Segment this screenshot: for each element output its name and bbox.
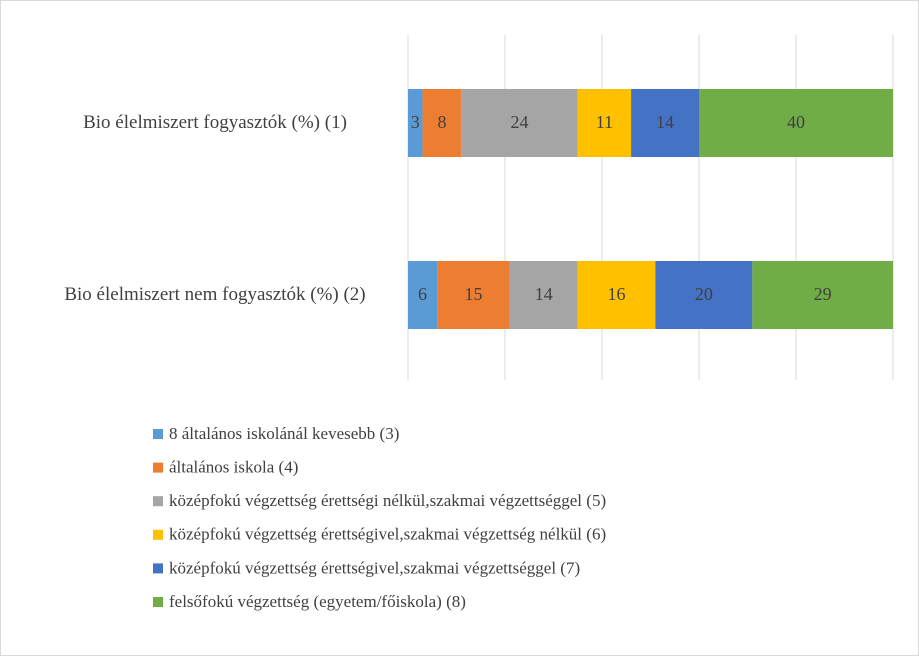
legend-swatch [153, 563, 163, 574]
bar-segment [655, 261, 753, 329]
legend-swatch [153, 429, 163, 439]
legend-label: középfokú végzettség érettségivel,szakma… [169, 558, 580, 577]
bar-segment [408, 261, 438, 329]
data-label: 6 [418, 284, 427, 304]
category-label: Bio élelmiszert fogyasztók (%) (1) [83, 112, 347, 133]
data-label: 11 [596, 112, 613, 132]
legend-label: középfokú végzettség érettségivel,szakma… [169, 525, 606, 544]
category-label: Bio élelmiszert nem fogyasztók (%) (2) [64, 284, 366, 305]
bar-segment [752, 261, 893, 329]
data-label: 14 [535, 284, 553, 304]
bar-segment [577, 261, 656, 329]
legend-swatch [153, 529, 163, 540]
legend-swatch [153, 597, 163, 607]
data-label: 3 [411, 112, 420, 132]
bar-segment [408, 89, 423, 157]
data-label: 15 [464, 284, 482, 304]
bar-segment [509, 261, 578, 329]
data-label: 24 [511, 112, 529, 132]
legend-swatch [153, 462, 163, 473]
data-label: 14 [656, 112, 674, 132]
data-label: 16 [608, 284, 626, 304]
data-label: 8 [437, 112, 446, 132]
legend-swatch [153, 496, 163, 507]
bar-segment [577, 89, 632, 157]
bar-segment [422, 89, 462, 157]
data-label: 20 [695, 284, 713, 304]
legend-label: 8 általános iskolánál kevesebb (3) [169, 424, 399, 443]
data-label: 29 [814, 284, 832, 304]
bar-segment [631, 89, 699, 157]
legend-label: felsőfokú végzettség (egyetem/főiskola) … [169, 592, 466, 611]
bar-segment [461, 89, 578, 157]
data-label: 40 [787, 112, 805, 132]
bar-segment [699, 89, 893, 157]
legend-label: általános iskola (4) [169, 458, 298, 477]
legend-label: középfokú végzettség érettségi nélkül,sz… [169, 491, 606, 510]
bar-segment [437, 261, 510, 329]
